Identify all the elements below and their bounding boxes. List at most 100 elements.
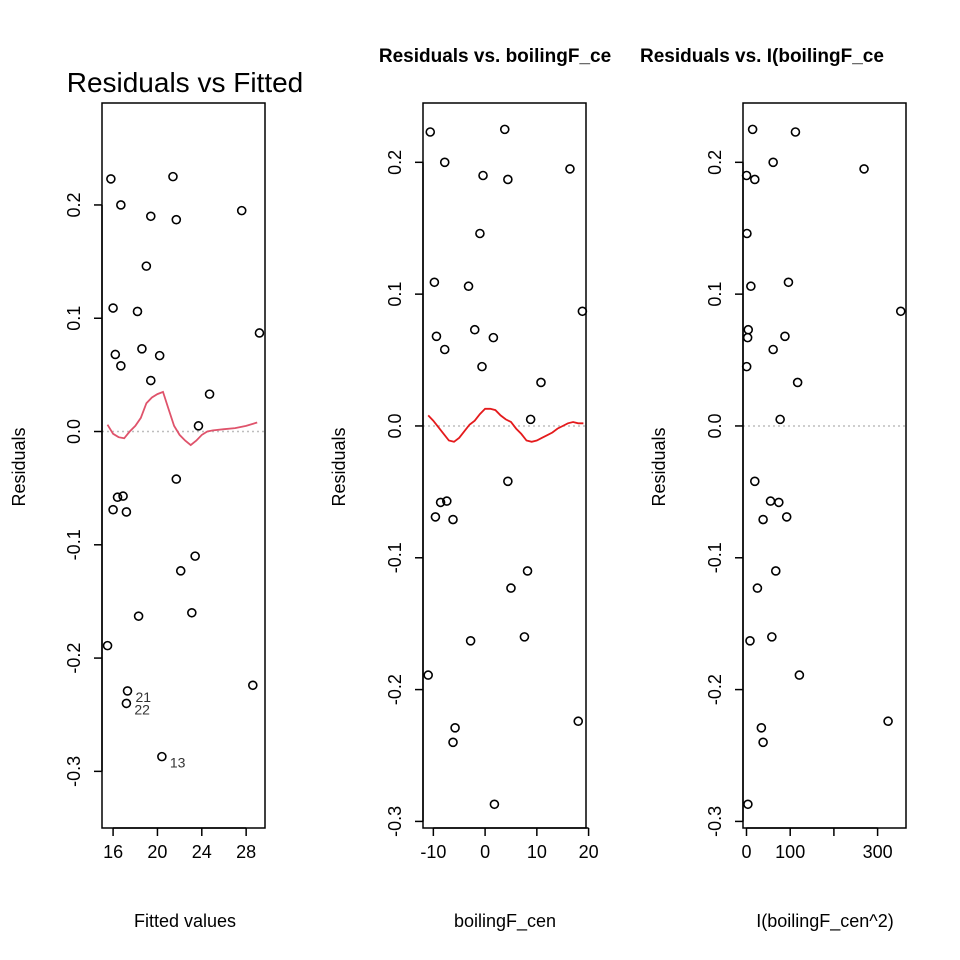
panel-2-data-point	[429, 277, 440, 288]
panel-1-point-label: 22	[134, 701, 150, 717]
panel-1-x-tick-label: 28	[236, 842, 256, 862]
panel-1-data-point	[116, 200, 126, 210]
panel-3-plot-area: 0 100 300 -0.3 -0.2 -0.1 0.0 0.1 0.2	[705, 102, 907, 862]
panel-1-data-point	[171, 214, 182, 225]
panel-3-data-point	[780, 331, 790, 342]
panel-2-y-axis-label: Residuals	[329, 427, 349, 506]
panel-1-data-point	[137, 344, 147, 354]
panel-2-data-point	[430, 512, 441, 522]
panel-1-data-point	[187, 607, 197, 618]
panel-2-data-point	[439, 157, 450, 168]
panel-1-data-point	[121, 698, 132, 709]
panel-1-data-point	[157, 751, 167, 762]
panel-2-y-tick-label: -0.2	[385, 674, 405, 705]
panel-3-y-tick-label: -0.1	[705, 542, 725, 573]
panel-1-x-tick-label: 20	[147, 842, 167, 862]
panel-2-data-point	[573, 716, 584, 727]
panel-2-data-point	[423, 670, 433, 680]
panel-1-y-tick-label: -0.3	[64, 756, 84, 787]
panel-3-y-tick-label: -0.3	[705, 806, 725, 837]
panel-1-x-tick-label: 16	[103, 842, 123, 862]
panel-1-data-point	[154, 350, 165, 361]
panel-3-data-point	[895, 306, 906, 317]
panel-3-data-point	[747, 124, 758, 135]
panel-3-x-tick-label: 100	[775, 842, 805, 862]
panel-2-data-point	[448, 514, 458, 525]
panel-3-data-point	[781, 512, 792, 522]
panel-1-x-tick-label: 24	[192, 842, 212, 862]
panel-3-data-point	[770, 566, 781, 576]
panel-3-data-point	[758, 514, 768, 525]
panel-2-data-point	[565, 164, 575, 174]
panel-1-y-tick-label: -0.2	[64, 643, 84, 674]
panel-2-data-point	[488, 332, 499, 343]
panel-2-data-point	[506, 583, 516, 593]
panel-3-data-point	[783, 277, 794, 288]
panel-2-data-point	[475, 228, 485, 239]
panel-1-data-point	[108, 303, 118, 313]
panel-3-data-point	[768, 157, 778, 168]
panel-2-data-point	[465, 636, 476, 646]
panel-2-data-point	[477, 361, 487, 372]
panel-3-y-tick-label: -0.2	[705, 674, 725, 705]
panel-3-y-tick-label: 0.2	[705, 150, 725, 175]
panel-3-title-backdrop	[637, 42, 960, 70]
panel-2-data-point	[489, 799, 500, 810]
panel-3-y-axis-label: Residuals	[649, 427, 669, 506]
panel-2-data-point	[442, 496, 452, 506]
panel-2-data-point	[450, 723, 460, 733]
panel-2-smoother-line	[427, 407, 584, 443]
panel-2-y-tick-label: 0.0	[385, 413, 405, 438]
panel-3-x-tick-label: 0	[741, 842, 751, 862]
panel-3-data-point	[749, 174, 760, 185]
panel-1-data-point	[108, 504, 118, 515]
panel-1-data-point	[112, 492, 123, 503]
panel-2-data-point	[519, 632, 530, 642]
panel-1-data-point	[116, 361, 126, 371]
panel-3-data-point	[792, 377, 803, 388]
panel-1-data-point	[132, 306, 143, 317]
panel-3-data-point	[745, 636, 755, 646]
panel-2-data-point	[448, 737, 458, 748]
panel-1-title: Residuals vs Fitted	[67, 67, 304, 98]
panel-3-y-tick-label: 0.0	[705, 413, 725, 438]
panel-3-data-point	[758, 737, 768, 748]
panel-2-plot-area: -10 0 10 20 -0.3 -0.2 -0.1 0.0 0.1 0.2	[385, 102, 599, 862]
panel-2-x-axis-label: boilingF_cen	[454, 911, 556, 932]
panel-1-data-point	[193, 421, 204, 431]
panel-2-x-tick-label: 0	[480, 842, 490, 862]
panel-2-data-point	[435, 497, 446, 508]
panel-2-data-point	[525, 414, 536, 425]
panel-2-y-tick-label: 0.2	[385, 150, 405, 175]
panel-2-data-point	[522, 566, 533, 576]
panel-1-data-point	[118, 491, 128, 501]
panel-1-data-point	[171, 474, 182, 484]
panel-1-data-point	[190, 551, 200, 561]
panel-3-y-tick-label: 0.1	[705, 282, 725, 307]
panel-1-data-point	[254, 328, 265, 338]
panel-3-data-point	[775, 414, 785, 425]
panel-1-x-axis-label: Fitted values	[134, 911, 236, 931]
panel-1-data-point	[122, 686, 133, 696]
panel-3-data-point	[767, 632, 777, 642]
panel-1-smoother-line	[106, 390, 258, 447]
panel-2-data-point	[425, 127, 436, 137]
panel-residuals-vs-boiling: boilingF_cen Residuals -10 0 10 20-0.3-0.2-…	[329, 102, 599, 932]
panel-2-data-point	[478, 170, 488, 181]
panel-1-data-point	[204, 389, 215, 399]
panel-2-data-point	[499, 124, 510, 135]
panel-1-data-point	[133, 611, 144, 621]
panel-2-x-tick-label: 20	[579, 842, 599, 862]
panel-3-data-point	[756, 723, 767, 733]
panel-2-data-point	[536, 377, 546, 388]
panel-1-y-tick-label: -0.1	[64, 529, 84, 560]
panel-1-data-point	[248, 680, 258, 691]
panel-1-y-axis-label: Residuals	[9, 427, 29, 506]
panel-2-data-point	[503, 476, 513, 487]
panel-3-data-point	[794, 670, 805, 680]
panel-3-x-axis-label: I(boilingF_cen^2)	[756, 911, 894, 932]
panel-1-data-point	[106, 174, 116, 184]
panel-2-data-point	[431, 331, 442, 342]
